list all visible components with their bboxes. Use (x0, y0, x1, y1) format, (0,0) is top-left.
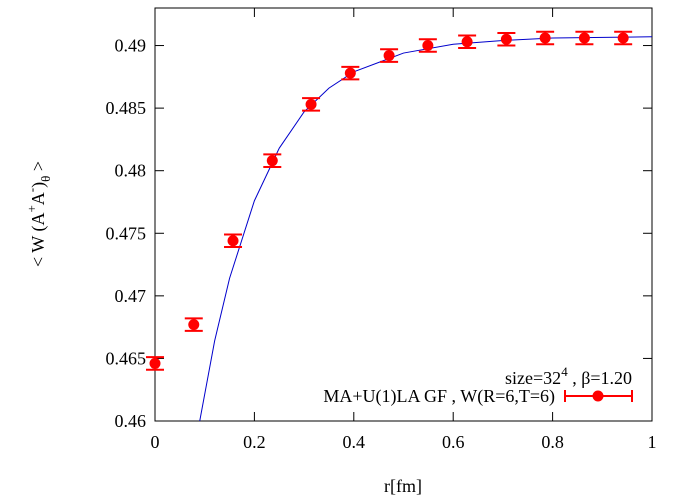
y-label-part: ) (28, 182, 49, 188)
data-point (461, 36, 473, 48)
x-tick-label: 0.6 (442, 432, 465, 452)
data-point (266, 155, 278, 167)
y-tick-label: 0.46 (115, 411, 147, 431)
y-axis-label: < W (A+A-)θ > (24, 161, 53, 267)
y-tick-label: 0.485 (106, 98, 147, 118)
legend-label: MA+U(1)LA GF , W(R=6,T=6) (323, 386, 555, 407)
data-point (383, 50, 395, 62)
y-label-part: > (28, 161, 48, 176)
data-point (305, 98, 317, 110)
y-label-sub: θ (38, 176, 53, 182)
data-point (500, 33, 512, 45)
x-tick-label: 0.4 (343, 432, 366, 452)
data-point (344, 67, 356, 79)
y-label-sup: - (24, 188, 39, 192)
y-label-part: A (28, 192, 48, 205)
annotation-part: size=32 (505, 368, 561, 388)
y-tick-label: 0.48 (115, 161, 147, 181)
y-tick-label: 0.475 (106, 223, 147, 243)
data-point (617, 32, 629, 44)
data-point (422, 40, 434, 52)
y-tick-label: 0.49 (115, 36, 147, 56)
plot-frame (154, 7, 653, 422)
y-tick-label: 0.465 (106, 348, 147, 368)
data-point (578, 32, 590, 44)
x-tick-label: 1 (648, 432, 657, 452)
fit-curve (199, 36, 653, 422)
data-point (188, 319, 200, 331)
y-tick-label: 0.47 (115, 286, 147, 306)
data-point (539, 32, 551, 44)
y-label-sup: + (24, 205, 39, 212)
x-tick-label: 0.2 (243, 432, 266, 452)
data-point (227, 235, 239, 247)
legend-marker (592, 390, 604, 402)
annotation-sup: 4 (561, 364, 568, 379)
x-tick-label: 0 (151, 432, 160, 452)
x-tick-label: 0.8 (541, 432, 564, 452)
data-point (149, 357, 161, 369)
y-label-part: < W (A (28, 213, 49, 267)
annotation-part: , β=1.20 (568, 368, 632, 388)
annotation: size=324 , β=1.20 (505, 364, 632, 388)
x-axis-label: r[fm] (384, 476, 422, 496)
